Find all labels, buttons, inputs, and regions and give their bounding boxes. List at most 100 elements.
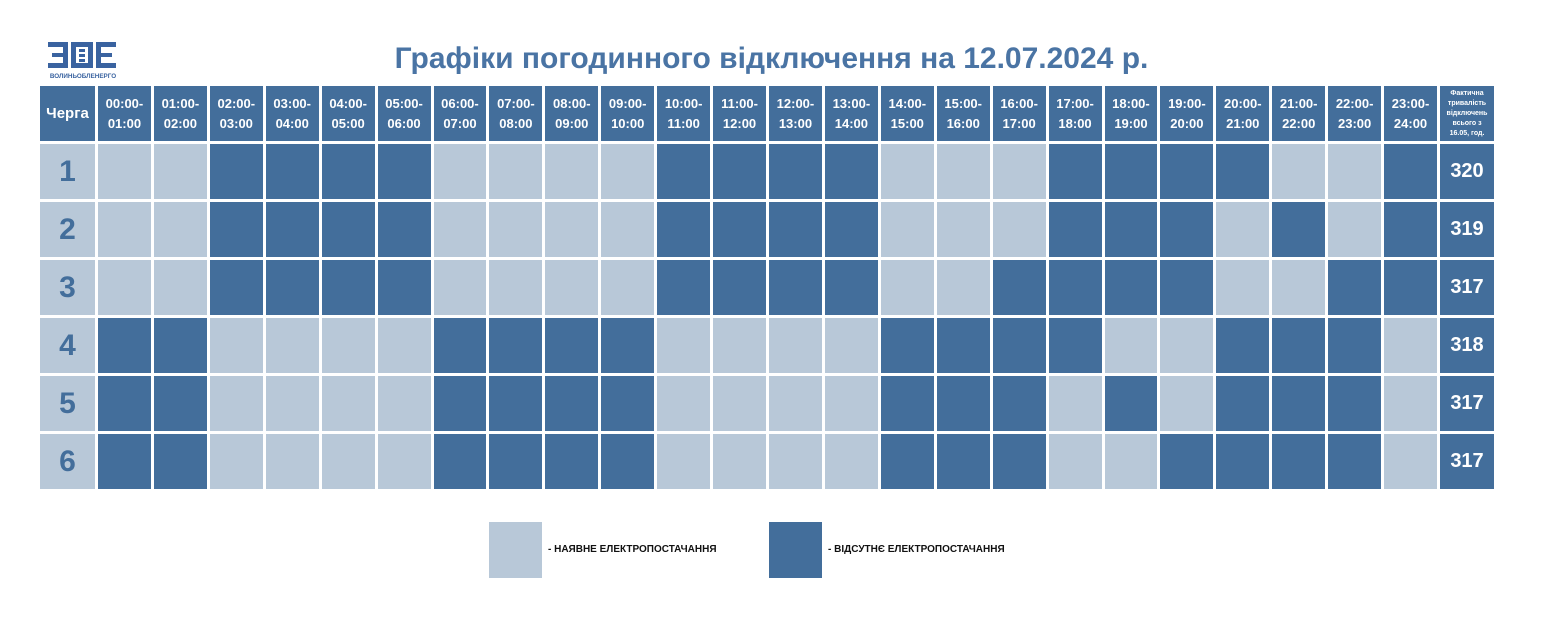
- schedule-cell-outage: [824, 260, 878, 315]
- schedule-cell-available: [1272, 260, 1326, 315]
- hour-header: 23:00-24:00: [1384, 86, 1437, 141]
- schedule-cell-available: [713, 318, 766, 373]
- schedule-cell-outage: [880, 376, 934, 431]
- schedule-cell-outage: [209, 202, 263, 257]
- legend-outage-swatch: [769, 522, 822, 578]
- schedule-cell-outage: [489, 376, 543, 431]
- schedule-cell-available: [769, 434, 822, 489]
- schedule-cell-available: [321, 434, 375, 489]
- schedule-cell-outage: [1160, 144, 1214, 199]
- schedule-cell-available: [153, 202, 207, 257]
- schedule-cell-outage: [1216, 434, 1270, 489]
- schedule-cell-available: [433, 260, 487, 315]
- schedule-cell-available: [992, 144, 1046, 199]
- hour-header: 14:00-15:00: [880, 86, 934, 141]
- schedule-cell-outage: [98, 318, 151, 373]
- queue-number: 6: [40, 434, 95, 489]
- schedule-cell-outage: [1104, 202, 1158, 257]
- schedule-cell-outage: [545, 376, 599, 431]
- schedule-cell-outage: [153, 376, 207, 431]
- schedule-cell-outage: [713, 202, 766, 257]
- schedule-cell-outage: [1104, 376, 1158, 431]
- schedule-cell-available: [1384, 434, 1437, 489]
- schedule-cell-outage: [713, 260, 766, 315]
- schedule-cell-outage: [98, 434, 151, 489]
- schedule-cell-outage: [657, 260, 711, 315]
- schedule-cell-outage: [992, 260, 1046, 315]
- hour-header: 21:00-22:00: [1272, 86, 1326, 141]
- schedule-cell-outage: [657, 144, 711, 199]
- schedule-cell-available: [657, 318, 711, 373]
- schedule-cell-available: [1104, 434, 1158, 489]
- schedule-cell-available: [992, 202, 1046, 257]
- queue-number: 1: [40, 144, 95, 199]
- schedule-cell-outage: [433, 376, 487, 431]
- schedule-cell-available: [1384, 318, 1437, 373]
- hour-header: 17:00-18:00: [1048, 86, 1102, 141]
- schedule-cell-available: [545, 144, 599, 199]
- schedule-cell-available: [1384, 376, 1437, 431]
- schedule-cell-outage: [936, 318, 990, 373]
- schedule-cell-available: [713, 376, 766, 431]
- schedule-cell-available: [1216, 202, 1270, 257]
- hour-header: 22:00-23:00: [1328, 86, 1382, 141]
- schedule-cell-outage: [1384, 202, 1437, 257]
- schedule-cell-outage: [489, 434, 543, 489]
- schedule-cell-outage: [992, 434, 1046, 489]
- schedule-cell-outage: [153, 434, 207, 489]
- schedule-cell-outage: [209, 144, 263, 199]
- schedule-cell-outage: [657, 202, 711, 257]
- total-hours-value: 318: [1440, 318, 1494, 373]
- hour-header: 11:00-12:00: [713, 86, 766, 141]
- schedule-cell-outage: [769, 144, 822, 199]
- hour-header: 20:00-21:00: [1216, 86, 1270, 141]
- schedule-cell-outage: [433, 318, 487, 373]
- hour-header: 01:00-02:00: [153, 86, 207, 141]
- total-hours-header: Фактична тривалість відключень всього з …: [1440, 86, 1494, 141]
- schedule-cell-available: [936, 144, 990, 199]
- schedule-cell-available: [489, 260, 543, 315]
- schedule-cell-outage: [1328, 260, 1382, 315]
- schedule-cell-outage: [265, 144, 319, 199]
- schedule-cell-available: [880, 144, 934, 199]
- schedule-cell-outage: [545, 434, 599, 489]
- schedule-cell-outage: [936, 376, 990, 431]
- schedule-cell-outage: [377, 144, 431, 199]
- schedule-cell-outage: [377, 202, 431, 257]
- outage-schedule-table: Черга 00:00-01:00 01:00-02:00 02:00-03:00 0…: [40, 86, 1494, 489]
- total-hours-value: 319: [1440, 202, 1494, 257]
- schedule-cell-available: [265, 318, 319, 373]
- hour-header: 07:00-08:00: [489, 86, 543, 141]
- schedule-cell-outage: [153, 318, 207, 373]
- schedule-cell-available: [98, 144, 151, 199]
- schedule-cell-available: [1048, 434, 1102, 489]
- schedule-cell-available: [98, 202, 151, 257]
- schedule-cell-available: [880, 202, 934, 257]
- schedule-cell-available: [209, 376, 263, 431]
- svg-text:ВОЛИНЬОБЛЕНЕРГО: ВОЛИНЬОБЛЕНЕРГО: [50, 73, 116, 80]
- hour-header: 16:00-17:00: [992, 86, 1046, 141]
- schedule-cell-available: [545, 202, 599, 257]
- queue-number: 2: [40, 202, 95, 257]
- schedule-cell-outage: [1272, 376, 1326, 431]
- schedule-cell-available: [1216, 260, 1270, 315]
- hour-header: 05:00-06:00: [377, 86, 431, 141]
- schedule-cell-available: [601, 260, 655, 315]
- schedule-cell-available: [433, 202, 487, 257]
- schedule-cell-available: [321, 318, 375, 373]
- schedule-cell-outage: [880, 434, 934, 489]
- schedule-cell-available: [377, 318, 431, 373]
- hour-header: 03:00-04:00: [265, 86, 319, 141]
- schedule-cell-outage: [713, 144, 766, 199]
- hour-header: 06:00-07:00: [433, 86, 487, 141]
- schedule-cell-outage: [992, 376, 1046, 431]
- hour-header: 09:00-10:00: [601, 86, 655, 141]
- schedule-cell-available: [601, 144, 655, 199]
- schedule-cell-outage: [1216, 144, 1270, 199]
- schedule-cell-outage: [545, 318, 599, 373]
- schedule-cell-outage: [1048, 202, 1102, 257]
- hour-header: 18:00-19:00: [1104, 86, 1158, 141]
- hour-header: 19:00-20:00: [1160, 86, 1214, 141]
- schedule-cell-available: [321, 376, 375, 431]
- schedule-cell-available: [153, 144, 207, 199]
